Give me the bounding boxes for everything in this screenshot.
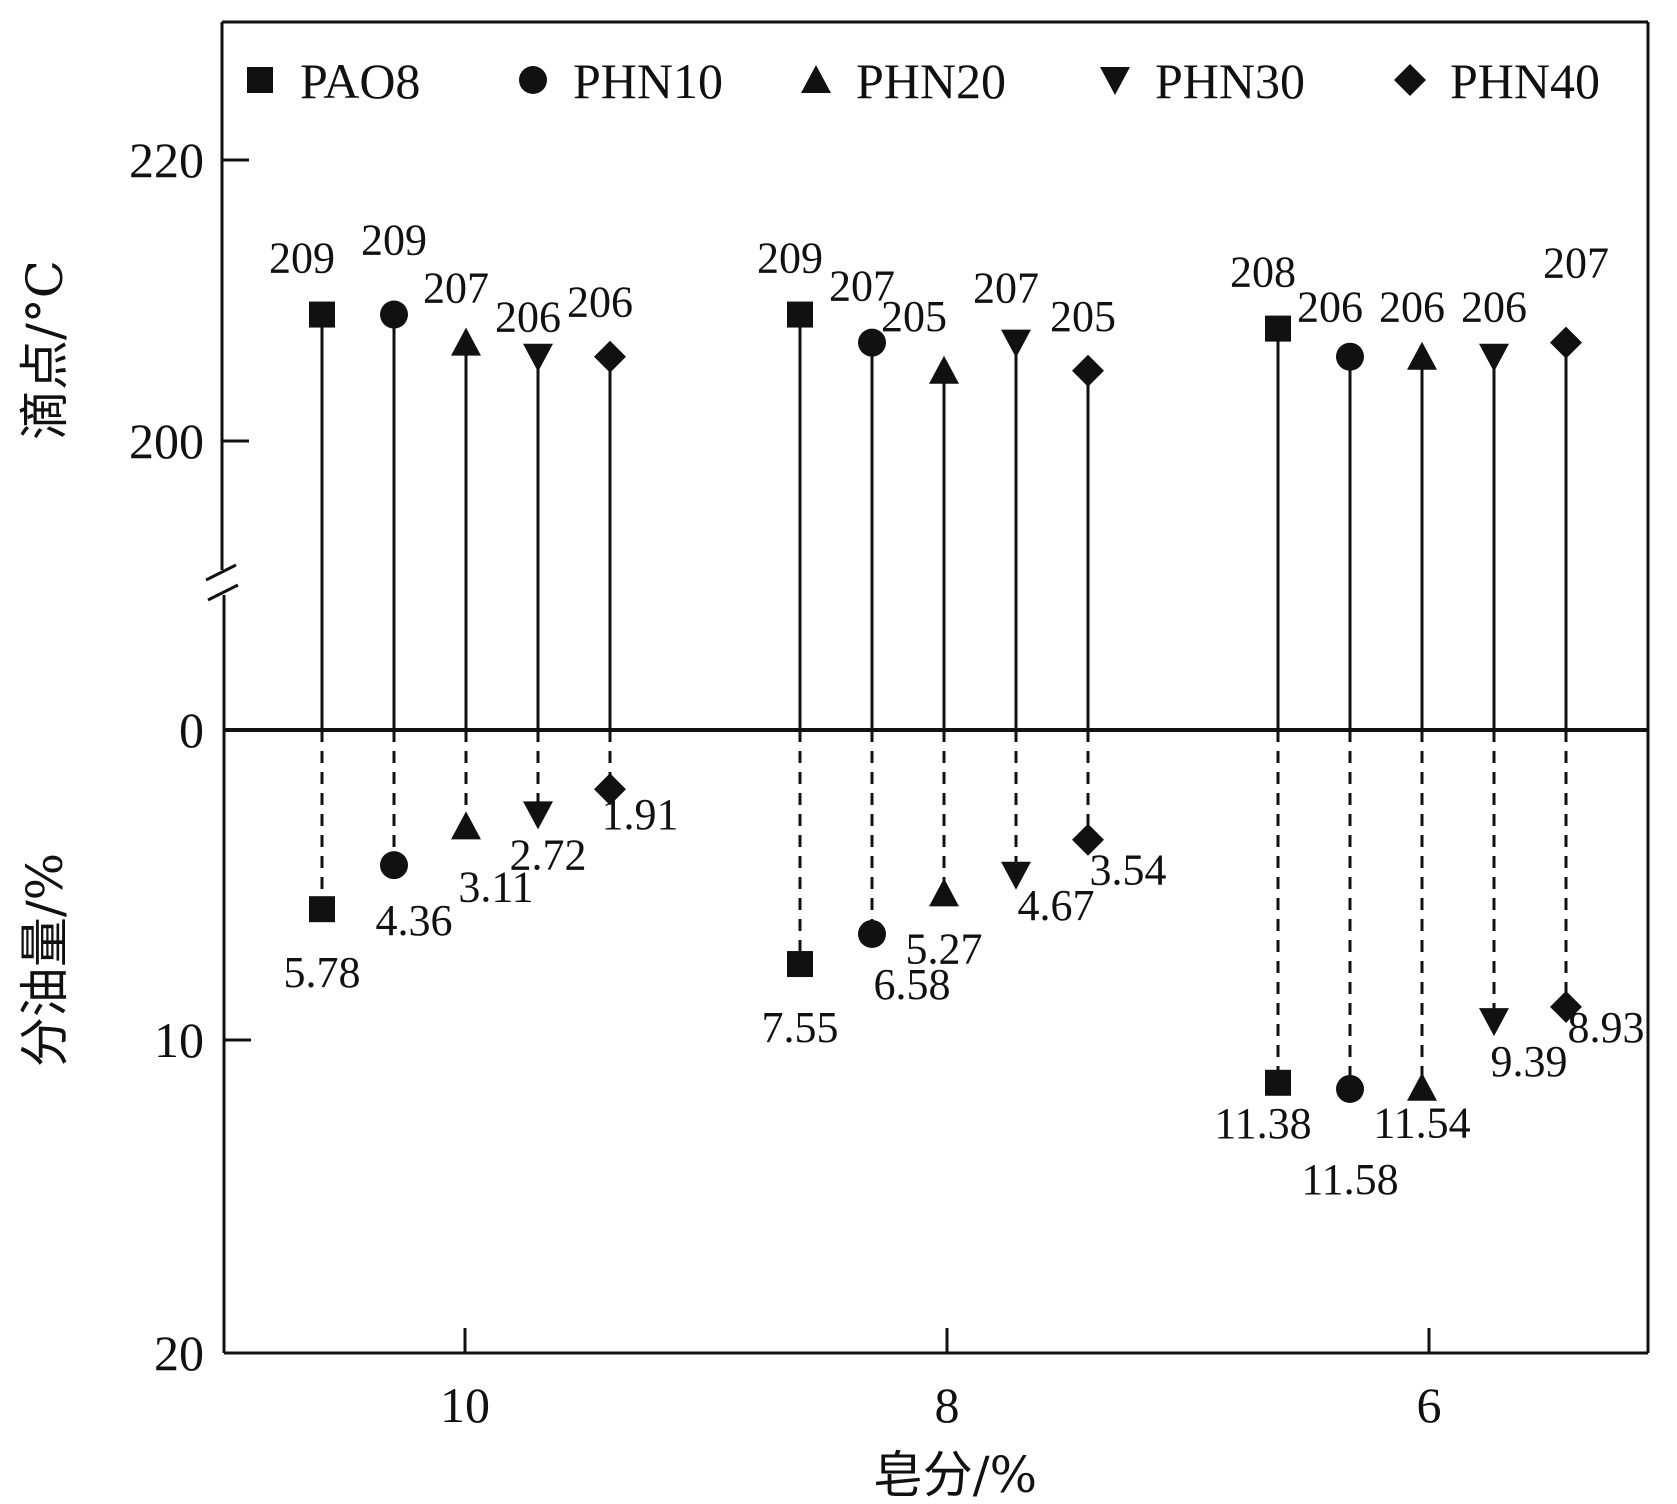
marker-dropping-point-phn20-10 — [451, 327, 481, 356]
x-axis-ticks: 10 8 6 — [440, 1328, 1442, 1433]
label-oil-separation-phn10-10: 4.36 — [376, 896, 453, 945]
xtick-label-8: 8 — [935, 1377, 960, 1433]
marker-dropping-point-phn40-6 — [1550, 326, 1582, 359]
marker-dropping-point-phn20-8 — [929, 355, 959, 384]
legend: PAO8 PHN10 PHN20 PHN30 PHN40 — [247, 53, 1600, 109]
ytick-label-200: 200 — [129, 413, 204, 469]
marker-dropping-point-phn30-6 — [1479, 343, 1509, 372]
legend-label-phn10: PHN10 — [573, 53, 723, 109]
marker-oil-separation-phn20-8 — [929, 878, 959, 907]
legend-marker-phn40 — [1394, 64, 1426, 96]
legend-marker-phn20 — [801, 65, 831, 93]
label-oil-separation-phn20-6: 11.54 — [1373, 1099, 1470, 1148]
marker-dropping-point-phn40-8 — [1072, 354, 1104, 387]
label-oil-separation-pao8-10: 5.78 — [284, 948, 361, 997]
label-oil-separation-phn20-8: 5.27 — [906, 924, 983, 973]
label-dropping-point-phn20-10: 207 — [423, 264, 489, 313]
label-oil-separation-phn30-10: 2.72 — [510, 830, 587, 879]
marker-oil-separation-phn10-6 — [1336, 1074, 1364, 1103]
label-oil-separation-phn40-8: 3.54 — [1090, 846, 1167, 895]
y-axis-title-lower: 分油量/% — [16, 853, 74, 1067]
marker-oil-separation-phn20-6 — [1407, 1072, 1437, 1101]
ytick-label-20: 20 — [154, 1325, 204, 1381]
label-oil-separation-phn30-8: 4.67 — [1018, 881, 1095, 930]
marker-dropping-point-phn30-10 — [523, 343, 553, 372]
label-dropping-point-phn10-10: 209 — [361, 216, 427, 265]
label-oil-separation-phn10-6: 11.58 — [1301, 1155, 1398, 1204]
legend-label-phn30: PHN30 — [1155, 53, 1305, 109]
legend-label-pao8: PAO8 — [300, 53, 420, 109]
label-dropping-point-phn30-6: 206 — [1461, 283, 1527, 332]
label-dropping-point-phn30-8: 207 — [973, 264, 1039, 313]
marker-oil-separation-phn40-6 — [1550, 990, 1582, 1023]
y-axis-lower-ticks: 0 10 20 — [154, 702, 251, 1381]
label-oil-separation-phn30-6: 9.39 — [1491, 1037, 1568, 1086]
marker-oil-separation-phn40-8 — [1072, 823, 1104, 856]
ytick-label-10: 10 — [154, 1012, 204, 1068]
label-oil-separation-phn40-6: 8.93 — [1568, 1003, 1645, 1052]
marker-dropping-point-phn30-8 — [1001, 329, 1031, 358]
ytick-label-0: 0 — [179, 702, 204, 758]
marker-dropping-point-pao8-8 — [787, 301, 813, 328]
label-dropping-point-phn20-6: 206 — [1379, 283, 1445, 332]
axis-break-mark-1 — [205, 563, 237, 582]
label-dropping-point-phn40-10: 206 — [567, 278, 633, 327]
marker-oil-separation-phn40-10 — [594, 773, 626, 806]
marker-oil-separation-phn10-10 — [380, 851, 408, 880]
marker-dropping-point-pao8-6 — [1265, 315, 1291, 342]
marker-oil-separation-phn10-8 — [858, 919, 886, 948]
legend-marker-phn30 — [1100, 67, 1130, 95]
ytick-label-220: 220 — [129, 132, 204, 188]
label-dropping-point-phn10-8: 207 — [829, 262, 895, 311]
y-axis-upper-ticks: 220 200 — [129, 132, 249, 469]
axis-break-mark-2 — [207, 583, 239, 602]
label-dropping-point-phn40-8: 205 — [1050, 292, 1116, 341]
marker-dropping-point-phn10-8 — [858, 328, 886, 357]
marker-oil-separation-pao8-8 — [787, 951, 813, 978]
y-axis-title-upper: 滴点/°C — [16, 260, 74, 440]
marker-dropping-point-phn10-6 — [1336, 342, 1364, 371]
marker-oil-separation-phn30-8 — [1001, 861, 1031, 890]
axis-titles: 皂分/% 滴点/°C 分油量/% — [16, 260, 1037, 1504]
label-dropping-point-pao8-6: 208 — [1230, 248, 1296, 297]
marker-dropping-point-phn10-10 — [380, 300, 408, 329]
marker-oil-separation-phn30-6 — [1479, 1008, 1509, 1037]
data-labels: 209 5.78 209 4.36 207 3.11 206 2.72 206 1.91 209 7.… — [269, 216, 1645, 1204]
label-dropping-point-phn10-6: 206 — [1297, 283, 1363, 332]
legend-marker-pao8 — [247, 67, 273, 93]
marker-dropping-point-phn40-10 — [594, 340, 626, 373]
label-oil-separation-phn20-10: 3.11 — [458, 862, 533, 911]
stem-marks — [309, 300, 1582, 1103]
legend-marker-phn10 — [519, 66, 547, 94]
label-dropping-point-pao8-8: 209 — [757, 234, 823, 283]
label-oil-separation-pao8-6: 11.38 — [1214, 1099, 1311, 1148]
legend-label-phn20: PHN20 — [856, 53, 1006, 109]
label-oil-separation-pao8-8: 7.55 — [762, 1003, 839, 1052]
marker-oil-separation-phn30-10 — [523, 801, 553, 830]
marker-oil-separation-pao8-6 — [1265, 1069, 1291, 1096]
label-oil-separation-phn40-10: 1.91 — [602, 790, 679, 839]
x-axis-title: 皂分/% — [873, 1446, 1037, 1504]
label-dropping-point-phn30-10: 206 — [495, 293, 561, 342]
label-dropping-point-phn40-6: 207 — [1543, 239, 1609, 288]
legend-label-phn40: PHN40 — [1450, 53, 1600, 109]
marker-oil-separation-pao8-10 — [309, 896, 335, 923]
marker-dropping-point-phn20-6 — [1407, 341, 1437, 370]
xtick-label-10: 10 — [440, 1377, 490, 1433]
label-dropping-point-phn20-8: 205 — [881, 292, 947, 341]
marker-dropping-point-pao8-10 — [309, 301, 335, 328]
xtick-label-6: 6 — [1417, 1377, 1442, 1433]
marker-oil-separation-phn20-10 — [451, 811, 481, 840]
label-oil-separation-phn10-8: 6.58 — [874, 960, 951, 1009]
plot-frame — [205, 20, 1650, 1355]
label-dropping-point-pao8-10: 209 — [269, 234, 335, 283]
